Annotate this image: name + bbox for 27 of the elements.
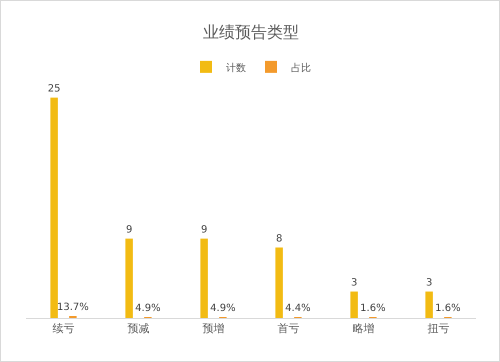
x-tick-label: 首亏 (278, 322, 300, 336)
data-label: 8 (276, 233, 282, 244)
data-label: 1.6% (360, 303, 386, 314)
data-label: 1.6% (435, 303, 461, 314)
legend-label: 计数 (226, 62, 246, 74)
x-tick-label: 扭亏 (428, 322, 450, 336)
data-label: 3 (426, 278, 432, 289)
bar (275, 247, 283, 318)
data-label: 4.9% (135, 303, 161, 314)
data-label: 9 (200, 224, 208, 236)
bar (350, 292, 358, 318)
data-label: 3 (350, 278, 358, 289)
bar (125, 238, 133, 318)
data-label: 4.9% (210, 303, 236, 314)
data-label: 9 (126, 224, 132, 236)
x-tick-label: 续亏 (52, 322, 74, 336)
x-tick-label: 略增 (352, 322, 374, 336)
x-tick-label: 预减 (128, 322, 150, 336)
bar (200, 238, 208, 318)
data-label: 13.7% (56, 302, 89, 313)
bar (50, 98, 58, 318)
bar (425, 292, 433, 318)
chart-title: 业绩预告类型 (203, 22, 299, 42)
x-tick-label: 预增 (202, 322, 224, 336)
data-label: 25 (48, 84, 60, 95)
data-label: 4.4% (285, 303, 311, 314)
legend-label: 占比 (291, 62, 311, 74)
